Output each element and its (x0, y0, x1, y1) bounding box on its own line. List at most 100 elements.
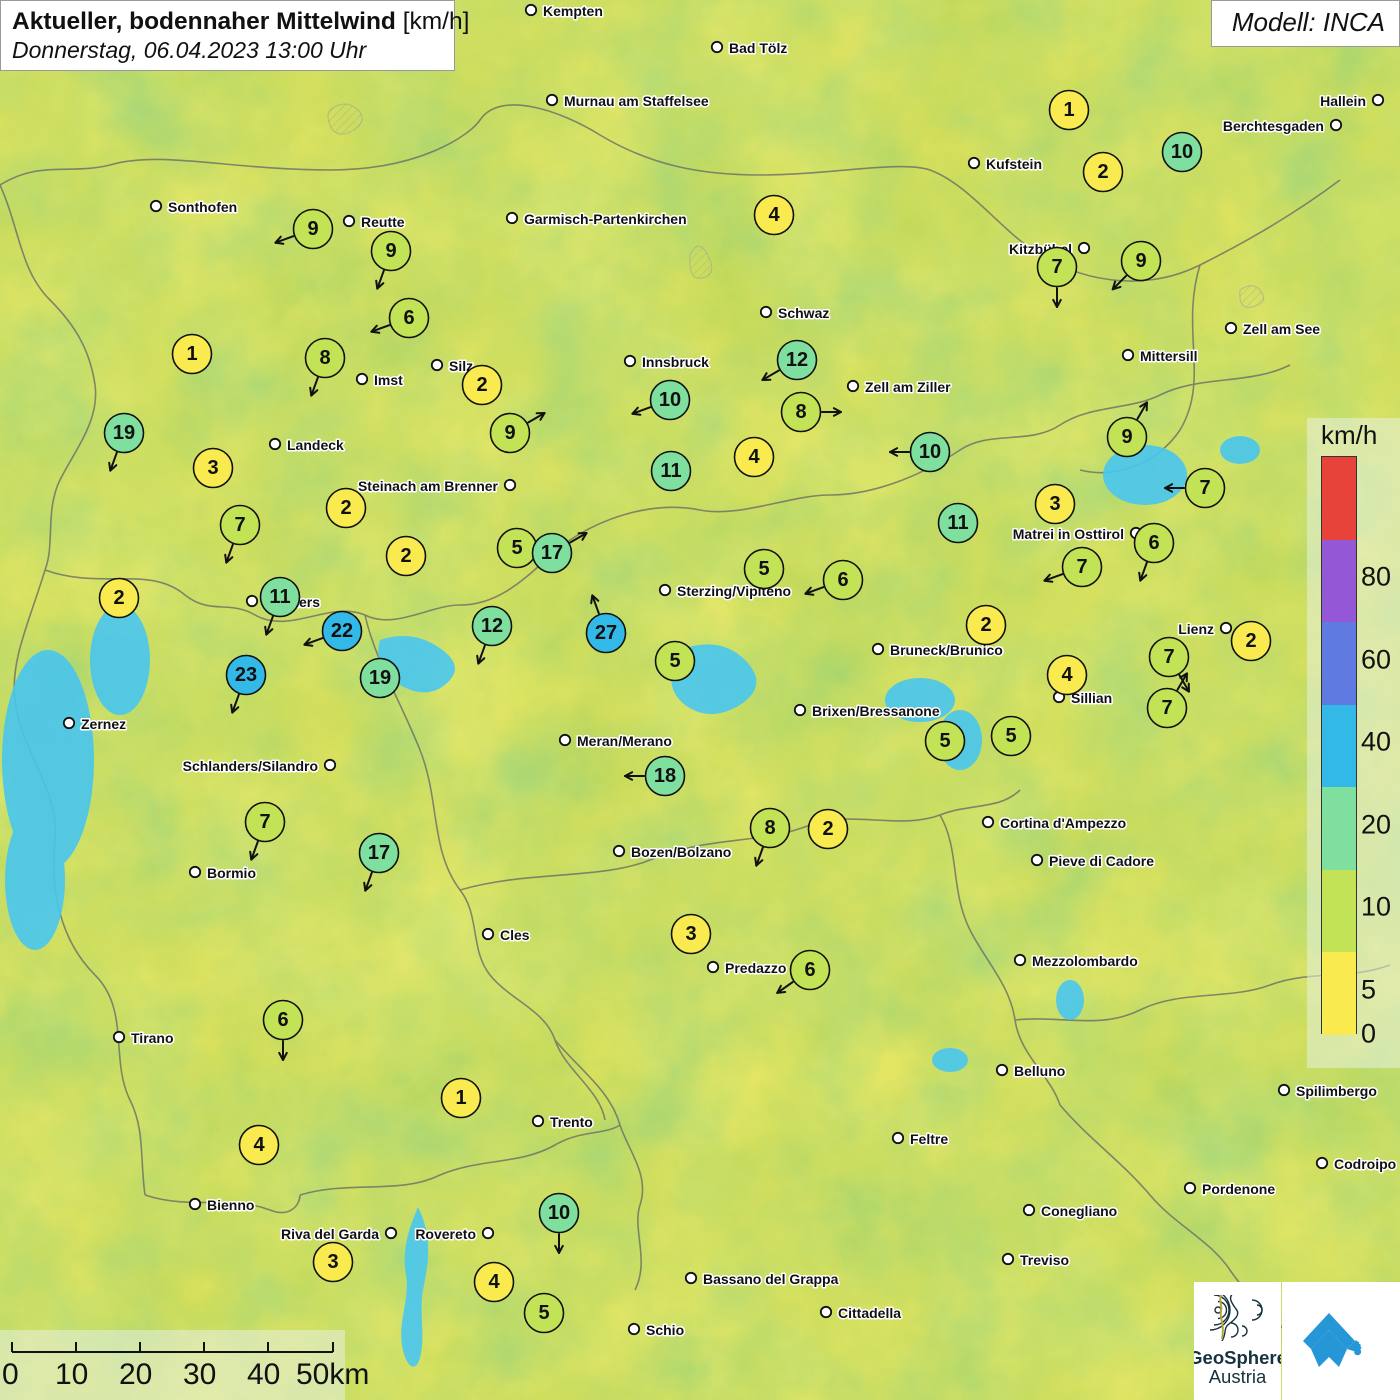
svg-text:Bienno: Bienno (207, 1197, 254, 1213)
svg-text:9: 9 (504, 422, 515, 444)
svg-text:12: 12 (481, 615, 503, 637)
svg-text:6: 6 (277, 1009, 288, 1031)
svg-text:Treviso: Treviso (1020, 1252, 1069, 1268)
svg-text:8: 8 (319, 347, 330, 369)
svg-text:11: 11 (660, 460, 681, 482)
svg-text:Bozen/Bolzano: Bozen/Bolzano (631, 844, 731, 860)
svg-text:3: 3 (1049, 493, 1060, 515)
svg-text:Mittersill: Mittersill (1140, 348, 1198, 364)
svg-text:5: 5 (538, 1302, 549, 1324)
svg-text:4: 4 (768, 204, 780, 226)
svg-text:17: 17 (541, 542, 563, 564)
svg-text:4: 4 (253, 1134, 265, 1156)
svg-text:Bormio: Bormio (207, 865, 256, 881)
svg-text:3: 3 (327, 1251, 338, 1273)
svg-text:4: 4 (1061, 664, 1073, 686)
svg-text:Mezzolombardo: Mezzolombardo (1032, 953, 1138, 969)
svg-text:Landeck: Landeck (287, 437, 344, 453)
svg-text:9: 9 (1121, 426, 1132, 448)
svg-text:7: 7 (1199, 477, 1210, 499)
svg-text:3: 3 (685, 923, 696, 945)
svg-text:2: 2 (822, 818, 833, 840)
svg-text:3: 3 (207, 457, 218, 479)
svg-text:6: 6 (837, 569, 848, 591)
svg-text:Schwaz: Schwaz (778, 305, 829, 321)
svg-text:Zell am See: Zell am See (1243, 321, 1320, 337)
svg-text:6: 6 (1148, 532, 1159, 554)
svg-text:Trento: Trento (550, 1114, 593, 1130)
svg-text:5: 5 (669, 650, 680, 672)
svg-text:Cles: Cles (500, 927, 530, 943)
svg-text:2: 2 (1245, 630, 1256, 652)
svg-text:Sonthofen: Sonthofen (168, 199, 237, 215)
svg-text:Steinach am Brenner: Steinach am Brenner (358, 478, 499, 494)
svg-text:9: 9 (307, 218, 318, 240)
svg-text:Cittadella: Cittadella (838, 1305, 901, 1321)
svg-text:Imst: Imst (374, 372, 403, 388)
svg-text:2: 2 (980, 614, 991, 636)
svg-text:Schio: Schio (646, 1322, 684, 1338)
svg-text:Rovereto: Rovereto (415, 1226, 476, 1242)
svg-text:4: 4 (488, 1271, 500, 1293)
svg-text:Brixen/Bressanone: Brixen/Bressanone (812, 703, 940, 719)
svg-text:6: 6 (804, 959, 815, 981)
svg-text:19: 19 (369, 667, 391, 689)
svg-text:Schlanders/Silandro: Schlanders/Silandro (183, 758, 318, 774)
svg-text:Berchtesgaden: Berchtesgaden (1223, 118, 1324, 134)
svg-text:17: 17 (368, 842, 390, 864)
svg-text:Predazzo: Predazzo (725, 960, 786, 976)
svg-text:Matrei in Osttirol: Matrei in Osttirol (1013, 526, 1124, 542)
svg-text:Lienz: Lienz (1178, 621, 1214, 637)
svg-text:11: 11 (269, 586, 290, 608)
svg-text:Belluno: Belluno (1014, 1063, 1065, 1079)
svg-text:7: 7 (1161, 697, 1172, 719)
svg-text:Bad Tölz: Bad Tölz (729, 40, 787, 56)
svg-text:5: 5 (939, 730, 950, 752)
svg-text:23: 23 (235, 664, 257, 686)
svg-text:Murnau am Staffelsee: Murnau am Staffelsee (564, 93, 709, 109)
svg-text:Zell am Ziller: Zell am Ziller (865, 379, 951, 395)
svg-text:10: 10 (1171, 141, 1193, 163)
svg-text:Tirano: Tirano (131, 1030, 174, 1046)
svg-text:Innsbruck: Innsbruck (642, 354, 709, 370)
svg-text:9: 9 (1135, 250, 1146, 272)
svg-text:8: 8 (764, 817, 775, 839)
svg-text:5: 5 (758, 558, 769, 580)
svg-text:Kempten: Kempten (543, 3, 603, 19)
svg-text:10: 10 (548, 1202, 570, 1224)
svg-text:7: 7 (1076, 556, 1087, 578)
svg-text:Hallein: Hallein (1320, 93, 1366, 109)
svg-text:4: 4 (748, 446, 760, 468)
svg-text:10: 10 (919, 441, 941, 463)
svg-text:Cortina d'Ampezzo: Cortina d'Ampezzo (1000, 815, 1126, 831)
svg-text:11: 11 (947, 512, 968, 534)
svg-text:2: 2 (476, 374, 487, 396)
svg-text:10: 10 (659, 389, 681, 411)
svg-text:2: 2 (340, 497, 351, 519)
svg-text:Riva del Garda: Riva del Garda (281, 1226, 379, 1242)
svg-text:27: 27 (595, 622, 617, 644)
svg-text:5: 5 (511, 537, 522, 559)
svg-text:Zernez: Zernez (81, 716, 126, 732)
svg-text:8: 8 (795, 401, 806, 423)
svg-text:Pordenone: Pordenone (1202, 1181, 1275, 1197)
svg-text:7: 7 (1163, 646, 1174, 668)
svg-text:6: 6 (403, 307, 414, 329)
svg-text:7: 7 (234, 514, 245, 536)
svg-text:9: 9 (385, 240, 396, 262)
svg-text:Kufstein: Kufstein (986, 156, 1042, 172)
svg-text:1: 1 (455, 1087, 466, 1109)
svg-text:Codroipo: Codroipo (1334, 1156, 1396, 1172)
svg-text:7: 7 (1051, 256, 1062, 278)
svg-text:7: 7 (259, 811, 270, 833)
svg-text:Garmisch-Partenkirchen: Garmisch-Partenkirchen (524, 211, 687, 227)
svg-text:5: 5 (1005, 725, 1016, 747)
svg-text:2: 2 (1097, 161, 1108, 183)
svg-text:Spilimbergo: Spilimbergo (1296, 1083, 1377, 1099)
svg-text:Feltre: Feltre (910, 1131, 948, 1147)
svg-text:Meran/Merano: Meran/Merano (577, 733, 672, 749)
svg-text:19: 19 (113, 422, 135, 444)
svg-text:1: 1 (1063, 99, 1074, 121)
svg-text:2: 2 (400, 545, 411, 567)
svg-text:Reutte: Reutte (361, 214, 405, 230)
